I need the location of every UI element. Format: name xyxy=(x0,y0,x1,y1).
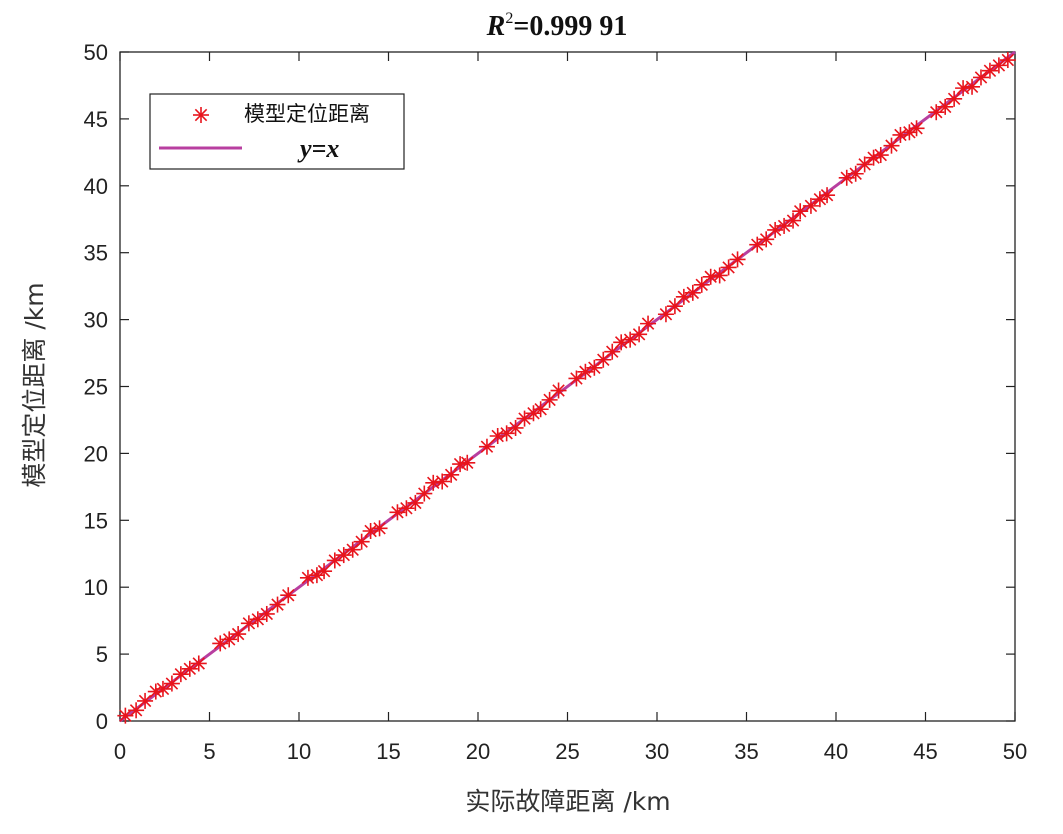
data-point xyxy=(459,454,476,471)
x-tick-label: 50 xyxy=(1003,739,1027,764)
data-point xyxy=(550,382,567,399)
x-tick-label: 45 xyxy=(913,739,937,764)
svg-text:R2=0.999 91: R2=0.999 91 xyxy=(486,10,628,42)
y-tick-label: 5 xyxy=(96,642,108,667)
data-point xyxy=(865,149,882,166)
data-point xyxy=(407,494,424,511)
data-point xyxy=(308,567,325,584)
plot-area: 0 5 10 15 20 25 30 35 40 45 50 0 5 10 15 20 25 30 35 40 45 50 xyxy=(84,40,1028,764)
data-point xyxy=(172,666,189,683)
y-tick-label: 15 xyxy=(84,508,108,533)
data-point xyxy=(147,683,164,700)
data-point xyxy=(398,500,415,517)
x-axis-label: 实际故障距离 /km xyxy=(465,787,670,816)
data-point xyxy=(990,57,1007,74)
y-axis-label: 模型定位距离 /km xyxy=(20,282,49,487)
data-point xyxy=(181,660,198,677)
data-point xyxy=(316,563,333,580)
data-point xyxy=(749,236,766,253)
y-tick-label: 50 xyxy=(84,40,108,65)
data-point xyxy=(981,62,998,79)
legend-label-line: y=x xyxy=(297,134,339,163)
data-point xyxy=(154,680,171,697)
data-point xyxy=(720,259,737,276)
x-tick-label: 15 xyxy=(376,739,400,764)
data-point xyxy=(928,104,945,121)
data-point xyxy=(613,334,630,351)
data-point xyxy=(230,626,247,643)
x-tick-label: 0 xyxy=(114,739,126,764)
legend: 模型定位距离 y=x xyxy=(149,93,405,170)
x-tick-label: 5 xyxy=(203,739,215,764)
data-point xyxy=(326,552,343,569)
y-tick-label: 40 xyxy=(84,174,108,199)
data-point xyxy=(443,466,460,483)
data-point xyxy=(371,520,388,537)
data-point xyxy=(604,343,621,360)
data-point xyxy=(946,90,963,107)
data-point xyxy=(258,605,275,622)
x-tick-label: 25 xyxy=(555,739,579,764)
x-tick-label: 10 xyxy=(287,739,311,764)
data-point xyxy=(269,596,286,613)
data-point xyxy=(776,217,793,234)
data-point xyxy=(516,410,533,427)
y-tick-label: 25 xyxy=(84,375,108,400)
chart-title: R2=0.999 91 xyxy=(486,10,628,42)
data-point xyxy=(999,52,1016,69)
data-point xyxy=(434,473,451,490)
data-point xyxy=(498,425,515,442)
data-point xyxy=(872,147,889,164)
x-tick-label: 20 xyxy=(466,739,490,764)
data-point xyxy=(507,419,524,436)
data-point xyxy=(568,370,585,387)
legend-asterisk xyxy=(193,107,209,123)
x-tick-label: 30 xyxy=(645,739,669,764)
data-point xyxy=(684,284,701,301)
data-point xyxy=(416,485,433,502)
data-point xyxy=(280,587,297,604)
data-point xyxy=(937,98,954,115)
data-point xyxy=(353,533,370,550)
data-point xyxy=(729,251,746,268)
legend-label-model: 模型定位距离 xyxy=(244,102,370,126)
title-value: =0.999 91 xyxy=(513,11,627,42)
data-point xyxy=(856,156,873,173)
data-point xyxy=(137,692,154,709)
data-point xyxy=(221,631,238,648)
data-point xyxy=(478,438,495,455)
title-superscript: 2 xyxy=(505,10,513,27)
data-point xyxy=(622,331,639,348)
x-tick-label: 35 xyxy=(734,739,758,764)
y-tick-label: 35 xyxy=(84,241,108,266)
data-point xyxy=(190,655,207,672)
data-point xyxy=(819,187,836,204)
y-tick-label: 45 xyxy=(84,107,108,132)
title-r: R xyxy=(486,11,506,42)
data-point xyxy=(883,137,900,154)
data-point xyxy=(908,120,925,137)
legend-asterisk-marker xyxy=(193,107,209,123)
x-tick-label: 40 xyxy=(824,739,848,764)
y-tick-label: 0 xyxy=(96,709,108,734)
data-point xyxy=(117,707,134,724)
y-tick-label: 30 xyxy=(84,308,108,333)
data-point xyxy=(702,268,719,285)
data-point xyxy=(802,197,819,214)
y-tick-label: 10 xyxy=(84,575,108,600)
data-point xyxy=(640,315,657,332)
y-tick-label: 20 xyxy=(84,441,108,466)
data-point xyxy=(335,547,352,564)
data-point xyxy=(631,326,648,343)
legend-box xyxy=(149,93,405,170)
data-point xyxy=(972,69,989,86)
data-point xyxy=(249,611,266,628)
data-point xyxy=(785,212,802,229)
